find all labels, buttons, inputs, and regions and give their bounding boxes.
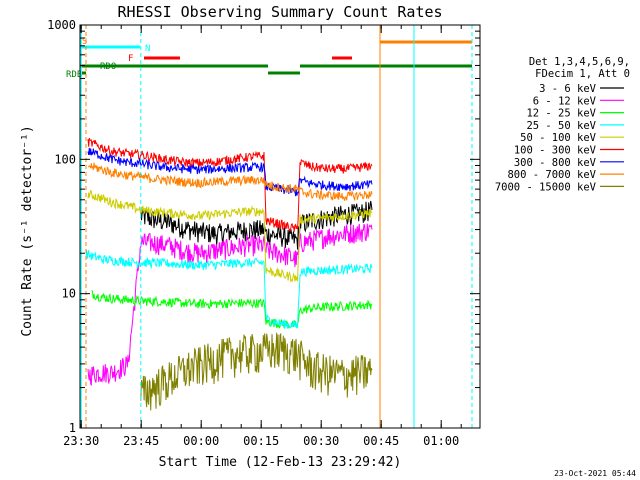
series-line-6-12keV	[87, 223, 373, 386]
flag-marker-s: S	[82, 37, 87, 47]
legend-entry-label: 800 - 7000 keV	[507, 169, 596, 181]
y-axis-label: Count Rate (s⁻¹ detector⁻¹)	[20, 125, 35, 336]
x-tick-label: 00:00	[183, 434, 219, 448]
x-tick-label: 23:30	[63, 434, 99, 448]
chart-title: RHESSI Observing Summary Count Rates	[117, 3, 442, 21]
vertical-markers	[80, 25, 473, 428]
series-line-100-300keV	[87, 137, 373, 232]
legend-entry-label: 7000 - 15000 keV	[495, 181, 597, 193]
legend-entry-label: 12 - 25 keV	[526, 108, 596, 120]
legend-entry-label: 300 - 800 keV	[514, 157, 597, 169]
x-axis-ticks: 23:30 23:45 00:00 00:15 00:30 00:45 01:00	[63, 25, 462, 448]
series-line-300-800keV	[87, 147, 373, 197]
series-line-7000-15000keV	[140, 332, 373, 411]
legend-entry-label: 25 - 50 keV	[526, 120, 596, 132]
y-tick-label: 1	[69, 421, 76, 435]
y-tick-label: 100	[54, 152, 76, 166]
series-lines	[85, 137, 373, 411]
legend-entry-label: 6 - 12 keV	[533, 95, 597, 107]
legend-entry-label: 100 - 300 keV	[514, 145, 597, 157]
x-tick-label: 00:30	[303, 434, 339, 448]
y-tick-label: 1000	[47, 18, 76, 32]
legend-entry-label: 50 - 100 keV	[520, 132, 597, 144]
legend-header-line: FDecim 1, Att 0	[535, 68, 630, 80]
legend-header-line: Det 1,3,4,5,6,9,	[529, 56, 630, 68]
x-tick-label: 00:15	[243, 434, 279, 448]
series-line-25-50keV	[85, 250, 373, 329]
legend: Det 1,3,4,5,6,9,FDecim 1, Att 0 3 - 6 keV…	[495, 56, 630, 193]
x-tick-label: 00:45	[363, 434, 399, 448]
flag-marker-rdo: RDO	[100, 62, 116, 72]
x-axis-label: Start Time (12-Feb-13 23:29:42)	[159, 455, 402, 470]
footer-timestamp: 23-Oct-2021 05:44	[554, 469, 636, 478]
series-line-800-7000keV	[88, 162, 373, 201]
flag-bars: S N F RDO RDB	[66, 37, 472, 80]
legend-entry-label: 3 - 6 keV	[539, 83, 597, 95]
flag-marker-n: N	[145, 44, 150, 54]
x-tick-label: 23:45	[123, 434, 159, 448]
y-axis-ticks: 1 10 100 1000	[47, 18, 480, 435]
plot-frame	[79, 24, 481, 429]
flag-marker-f: F	[128, 54, 133, 64]
series-line-50-100keV	[87, 189, 373, 283]
series-line-12-25keV	[91, 290, 373, 330]
y-tick-label: 10	[62, 287, 76, 301]
flag-marker-rdb: RDB	[66, 70, 82, 80]
x-tick-label: 01:00	[423, 434, 459, 448]
